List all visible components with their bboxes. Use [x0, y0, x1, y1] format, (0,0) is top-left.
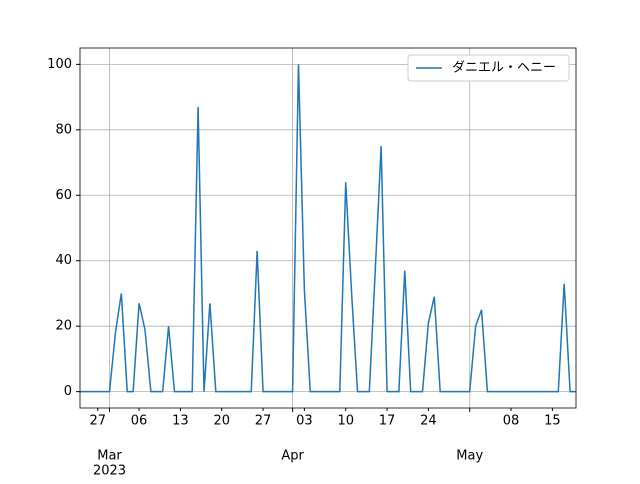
x-tick-label: 17 [379, 414, 396, 429]
y-tick-label: 0 [64, 384, 72, 399]
x-tick-label: 03 [296, 414, 313, 429]
x-tick-label: Apr [281, 449, 304, 464]
line [80, 64, 576, 393]
x-tick-label: 06 [131, 414, 148, 429]
legend-box [407, 54, 570, 82]
y-tick-label: 80 [55, 122, 72, 137]
x-tick-label: 27 [255, 414, 272, 429]
plot-frame [79, 47, 577, 409]
legend-label: ダニエル・ヘニー [452, 61, 556, 76]
x-year-label: 2023 [93, 464, 126, 479]
y-tick-label: 60 [55, 188, 72, 203]
y-tick-label: 20 [55, 319, 72, 334]
y-tick-label: 40 [55, 253, 72, 268]
x-tick-label: 24 [420, 414, 437, 429]
y-tick-label: 100 [47, 57, 72, 72]
x-tick-label: 20 [213, 414, 230, 429]
x-tick-label: 10 [337, 414, 354, 429]
x-tick-label: Mar [97, 449, 122, 464]
x-tick-label: May [456, 449, 483, 464]
x-tick-label: 13 [172, 414, 189, 429]
x-tick-label: 08 [503, 414, 520, 429]
x-tick-label: 27 [89, 414, 106, 429]
x-tick-label: 15 [544, 414, 561, 429]
